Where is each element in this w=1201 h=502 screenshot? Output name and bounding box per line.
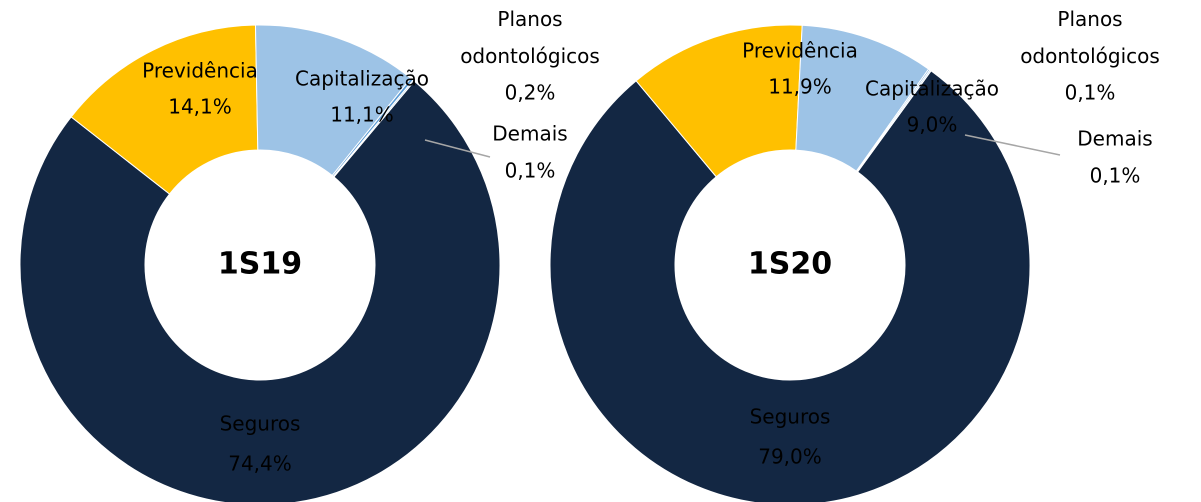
slice-label: Capitalização (865, 77, 999, 101)
slice-label: Planos odontológicos (1020, 7, 1160, 68)
slice-label: Capitalização (295, 67, 429, 91)
slice-label: Demais (1077, 127, 1152, 151)
slice-value: 11,9% (768, 75, 832, 99)
slice-value: 74,4% (228, 452, 292, 476)
slice-label: Seguros (220, 412, 301, 436)
center-label: 1S20 (748, 247, 832, 282)
slice-label: Previdência (142, 59, 258, 83)
slice-value: 79,0% (758, 445, 822, 469)
leader-line (964, 134, 1061, 156)
slice-value: 14,1% (168, 95, 232, 119)
slice-label: Planos odontológicos (460, 7, 600, 68)
donut-slice (549, 70, 1031, 502)
leader-line (424, 139, 491, 158)
center-label: 1S19 (218, 247, 302, 282)
slice-value: 0,1% (505, 159, 556, 183)
slice-value: 0,1% (1065, 81, 1116, 105)
slice-label: Previdência (742, 39, 858, 63)
slice-value: 9,0% (907, 113, 958, 137)
donut-slice (19, 80, 501, 502)
slice-label: Seguros (750, 405, 831, 429)
slice-label: Demais (492, 122, 567, 146)
donut-slice (332, 79, 415, 178)
donut-slice (70, 24, 259, 195)
slice-value: 11,1% (330, 103, 394, 127)
slice-value: 0,1% (1090, 164, 1141, 188)
slice-value: 0,2% (505, 81, 556, 105)
donut-slice (856, 69, 932, 173)
